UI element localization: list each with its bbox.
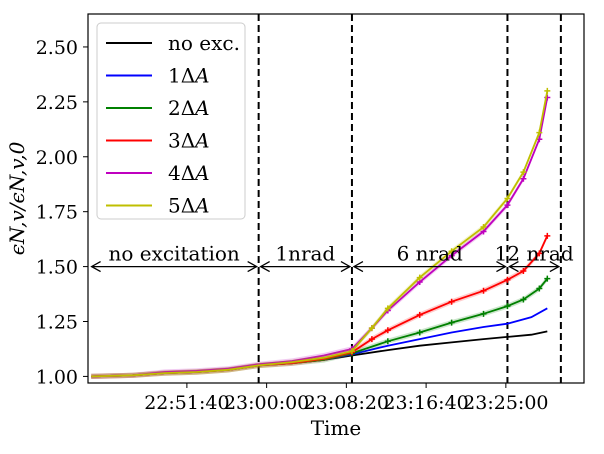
series-point bbox=[384, 305, 391, 312]
series-point bbox=[544, 232, 551, 239]
x-tick-label: 23:00:00 bbox=[224, 392, 309, 414]
arrowhead-left bbox=[508, 261, 519, 273]
annotation-label: 6 nrad bbox=[397, 242, 463, 266]
annotation-label: 1nrad bbox=[275, 242, 335, 266]
legend-box bbox=[96, 22, 246, 220]
series-point bbox=[520, 267, 527, 274]
series-point bbox=[368, 325, 375, 332]
series-point bbox=[480, 310, 487, 317]
series-point bbox=[504, 202, 511, 209]
series-point bbox=[536, 250, 543, 257]
arrowhead-left bbox=[90, 261, 101, 273]
legend-label: 1ΔA bbox=[168, 64, 210, 88]
plot-frame bbox=[87, 13, 585, 384]
x-axis-label: Time bbox=[311, 416, 362, 440]
annotation-label: no excitation bbox=[108, 242, 239, 266]
series-point bbox=[448, 319, 455, 326]
series-point bbox=[536, 285, 543, 292]
arrowhead-right bbox=[549, 261, 561, 273]
series-lines bbox=[91, 87, 551, 380]
series-point bbox=[544, 275, 551, 282]
y-axis-label: ϵN,v/ϵN,v,0 bbox=[5, 141, 29, 255]
series-point bbox=[448, 248, 455, 255]
series-point bbox=[520, 296, 527, 303]
series-point bbox=[504, 303, 511, 310]
y-tick-label: 1.50 bbox=[36, 257, 78, 279]
series-point bbox=[416, 274, 423, 281]
series-point bbox=[520, 169, 527, 176]
series-point bbox=[348, 348, 355, 355]
arrowhead-right bbox=[247, 261, 258, 273]
y-tick-label: 2.00 bbox=[36, 147, 78, 169]
series-point bbox=[384, 327, 391, 334]
series-point bbox=[544, 87, 551, 94]
arrowhead-left bbox=[352, 261, 364, 273]
series-point bbox=[416, 311, 423, 318]
legend: no exc. 1ΔA 2ΔA 3ΔA 4ΔA 5ΔA bbox=[96, 22, 246, 220]
arrowhead-right bbox=[340, 261, 352, 273]
series-point bbox=[368, 336, 375, 343]
legend-label: 5ΔA bbox=[168, 194, 210, 218]
separator-lines bbox=[257, 14, 562, 383]
series-point bbox=[384, 338, 391, 345]
y-tick-label: 1.00 bbox=[36, 366, 78, 388]
x-tick-label: 22:51:40 bbox=[144, 392, 229, 414]
arrowhead-left bbox=[259, 261, 270, 273]
y-tick-label: 2.25 bbox=[36, 92, 78, 114]
y-axis-ticks: 1.00 1.25 1.50 1.75 2.00 2.25 2.50 bbox=[36, 37, 88, 388]
legend-label: 4ΔA bbox=[168, 161, 210, 185]
series-point bbox=[536, 129, 543, 136]
series-line bbox=[91, 90, 549, 378]
x-tick-label: 23:08:20 bbox=[304, 392, 389, 414]
arrowhead-right bbox=[496, 261, 507, 273]
annotations: no excitation 1nrad 6 nrad 12 nrad bbox=[90, 242, 574, 273]
legend-label: no exc. bbox=[168, 31, 240, 55]
legend-label: 3ΔA bbox=[168, 129, 210, 153]
series-point bbox=[520, 175, 527, 182]
x-tick-label: 23:25:00 bbox=[463, 392, 548, 414]
series-point bbox=[504, 276, 511, 283]
annotation-label: 12 nrad bbox=[495, 242, 574, 266]
series-point bbox=[448, 298, 455, 305]
series-point bbox=[480, 224, 487, 231]
y-tick-label: 1.75 bbox=[36, 202, 78, 224]
series-point bbox=[416, 329, 423, 336]
series-point bbox=[480, 287, 487, 294]
legend-label: 2ΔA bbox=[168, 96, 210, 120]
y-tick-label: 1.25 bbox=[36, 312, 78, 334]
y-tick-label: 2.50 bbox=[36, 37, 78, 59]
series-point bbox=[504, 195, 511, 202]
x-tick-label: 23:16:40 bbox=[383, 392, 468, 414]
